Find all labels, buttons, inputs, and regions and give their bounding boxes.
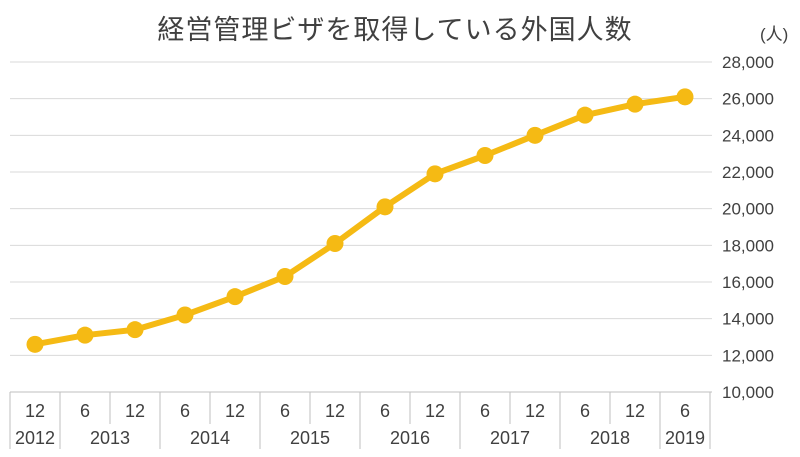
y-tick-label: 28,000 [722, 53, 774, 72]
y-tick-label: 18,000 [722, 236, 774, 255]
data-point [176, 306, 194, 324]
y-axis-tick-labels: 10,000 12,000 14,000 16,000 18,000 20,000 22,0… [722, 53, 774, 402]
x-tick-month: 6 [680, 401, 690, 421]
x-tick-year: 2013 [90, 428, 130, 448]
data-point [326, 235, 344, 252]
x-tick-month: 6 [180, 401, 190, 421]
data-point [76, 326, 94, 344]
y-tick-label: 16,000 [722, 273, 774, 292]
gridlines [10, 61, 712, 393]
x-tick-year: 2014 [190, 428, 230, 448]
x-axis: 12 6 12 6 12 6 12 6 12 6 12 6 12 6 2012 2013 2014 2015 201… [9, 391, 712, 449]
x-tick-year: 2017 [490, 428, 530, 448]
y-tick-label: 24,000 [722, 126, 774, 145]
data-point [576, 106, 594, 124]
data-point [676, 88, 694, 106]
data-point [276, 268, 294, 285]
x-tick-month: 12 [25, 401, 45, 421]
series-points [26, 88, 694, 353]
x-tick-month: 6 [580, 401, 590, 421]
x-tick-year: 2019 [665, 428, 705, 448]
y-tick-label: 10,000 [722, 383, 774, 402]
y-tick-label: 14,000 [722, 310, 774, 329]
x-tick-month: 12 [225, 401, 245, 421]
y-tick-label: 26,000 [722, 90, 774, 109]
data-point [476, 147, 494, 164]
x-tick-month: 12 [525, 401, 545, 421]
data-point [626, 95, 644, 113]
x-tick-month: 12 [125, 401, 145, 421]
x-tick-month: 12 [425, 401, 445, 421]
x-tick-month: 12 [325, 401, 345, 421]
chart-title: 経営管理ビザを取得している外国人数 [157, 15, 633, 46]
data-point [26, 335, 44, 353]
series-line [32, 93, 688, 348]
x-tick-year: 2016 [390, 428, 430, 448]
data-point [126, 321, 144, 339]
y-tick-label: 12,000 [722, 346, 774, 365]
x-tick-month: 6 [380, 401, 390, 421]
y-axis-unit-label: (人) [760, 25, 788, 44]
x-tick-month: 6 [480, 401, 490, 421]
y-tick-label: 20,000 [722, 200, 774, 219]
data-point [526, 126, 544, 144]
x-tick-year: 2015 [290, 428, 330, 448]
x-tick-year: 2012 [15, 428, 55, 448]
data-point [226, 288, 244, 306]
data-point [426, 165, 444, 183]
x-tick-month: 6 [280, 401, 290, 421]
x-tick-month: 6 [80, 401, 90, 421]
data-point [376, 198, 394, 216]
x-tick-year: 2018 [590, 428, 630, 448]
x-tick-month: 12 [625, 401, 645, 421]
y-tick-label: 22,000 [722, 163, 774, 182]
series-line-path [32, 93, 688, 348]
